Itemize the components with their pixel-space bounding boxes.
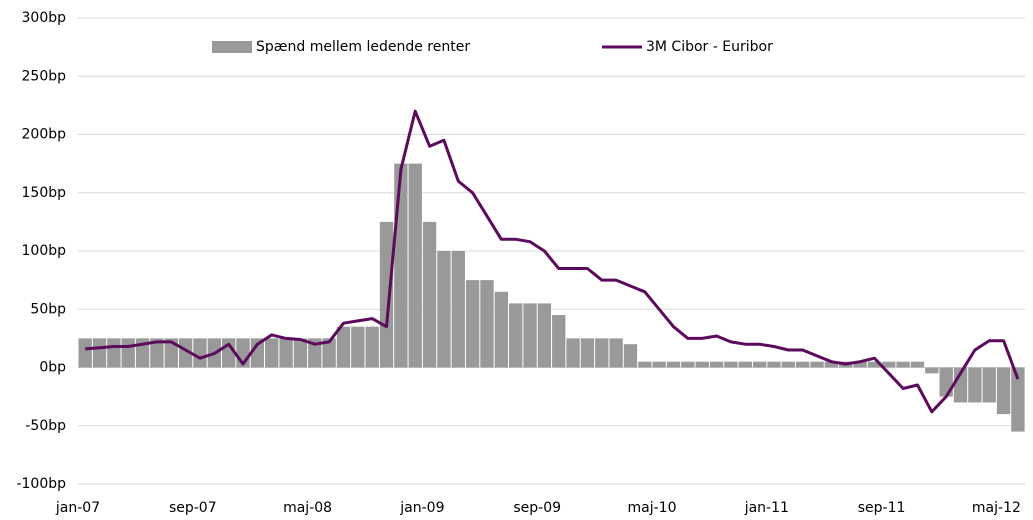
bar	[336, 326, 351, 368]
bar	[867, 361, 882, 368]
bar	[566, 338, 580, 368]
bar	[996, 367, 1011, 415]
bar	[738, 361, 752, 368]
x-tick-label: sep-07	[169, 500, 217, 516]
bar	[609, 338, 623, 368]
bar	[724, 361, 738, 368]
bar	[121, 338, 135, 368]
bar	[666, 361, 681, 368]
bar	[752, 361, 767, 368]
y-tick-label: 150bp	[22, 185, 67, 201]
bar	[279, 338, 293, 368]
bar	[638, 361, 652, 368]
bar	[178, 338, 193, 368]
x-tick-label: maj-10	[628, 500, 677, 516]
bar	[982, 367, 996, 403]
line	[85, 109, 1020, 414]
bar	[451, 251, 465, 368]
bar	[896, 361, 910, 368]
bar	[78, 338, 92, 368]
bar	[193, 338, 207, 368]
x-tick-label: jan-07	[55, 500, 100, 516]
bar	[365, 326, 379, 368]
bar	[552, 315, 566, 368]
bar	[910, 361, 925, 368]
y-tick-label: 50bp	[30, 301, 66, 317]
x-tick-label: maj-12	[972, 500, 1021, 516]
bar	[580, 338, 595, 368]
bar	[480, 280, 494, 368]
bar	[810, 361, 824, 368]
bar	[322, 338, 336, 368]
bar	[595, 338, 609, 368]
bar	[509, 303, 523, 368]
bar	[939, 367, 953, 397]
bar	[465, 280, 480, 368]
bar	[824, 361, 839, 368]
y-tick-label: 300bp	[22, 10, 67, 26]
x-tick-label: sep-09	[513, 500, 561, 516]
bar	[537, 303, 552, 368]
bar	[150, 338, 164, 368]
bar	[351, 326, 365, 368]
y-tick-label: 0bp	[39, 360, 66, 376]
legend-swatch	[212, 41, 252, 53]
y-tick-label: -100bp	[16, 476, 66, 492]
bar	[1011, 367, 1025, 432]
legend-label: 3M Cibor - Euribor	[646, 39, 773, 55]
bar	[379, 221, 394, 368]
bar	[695, 361, 709, 368]
bar	[853, 361, 867, 368]
bar	[394, 163, 408, 368]
bar	[767, 361, 781, 368]
bar	[293, 338, 308, 368]
bar	[523, 303, 537, 368]
bar	[422, 221, 437, 368]
y-tick-label: 200bp	[22, 127, 67, 143]
bar	[623, 344, 638, 368]
bar	[164, 338, 178, 368]
x-tick-label: sep-11	[858, 500, 906, 516]
bar	[968, 367, 982, 403]
y-tick-label: 100bp	[22, 243, 67, 259]
bar	[494, 291, 508, 368]
bar	[92, 338, 107, 368]
bar	[882, 361, 896, 368]
x-tick-label: maj-08	[283, 500, 332, 516]
y-tick-label: -50bp	[25, 418, 66, 434]
bar	[709, 361, 724, 368]
bar	[652, 361, 666, 368]
bar	[437, 251, 451, 368]
x-tick-label: jan-09	[399, 500, 444, 516]
bar	[781, 361, 795, 368]
legend-label: Spænd mellem ledende renter	[256, 39, 470, 55]
y-tick-label: 250bp	[22, 68, 67, 84]
bar	[796, 361, 810, 368]
bar	[107, 338, 121, 368]
bar	[925, 367, 939, 374]
bar	[265, 338, 279, 368]
x-tick-label: jan-11	[744, 500, 789, 516]
bar	[308, 338, 322, 368]
bar	[681, 361, 695, 368]
bar	[250, 338, 265, 368]
bar	[408, 163, 422, 368]
